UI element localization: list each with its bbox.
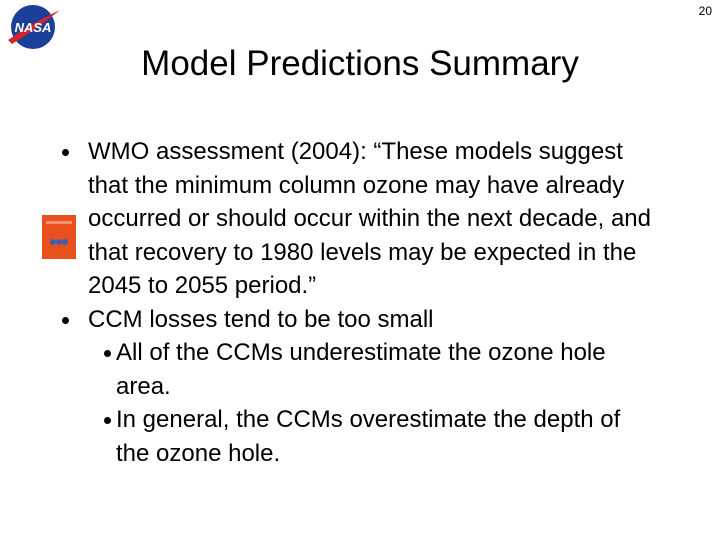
bullet-dot <box>62 316 69 324</box>
page-number: 20 <box>698 4 712 18</box>
bullet-text: WMO assessment (2004): “These models sug… <box>88 138 652 299</box>
bullet-item: CCM losses tend to be too small <box>62 303 660 337</box>
bullet-item: WMO assessment (2004): “These models sug… <box>62 135 660 303</box>
bullet-text: In general, the CCMs overestimate the de… <box>116 406 621 467</box>
bullet-dot <box>104 417 111 424</box>
nasa-logo: NASA <box>8 5 60 49</box>
report-figure <box>56 239 62 245</box>
report-figure <box>62 239 68 245</box>
bullet-dot <box>104 350 111 357</box>
bullet-text: CCM losses tend to be too small <box>88 305 434 333</box>
bullet-list: WMO assessment (2004): “These models sug… <box>0 135 720 470</box>
bullet-text: All of the CCMs underestimate the ozone … <box>116 339 606 400</box>
bullet-dot <box>62 149 69 156</box>
bullet-item: In general, the CCMs overestimate the de… <box>104 403 636 470</box>
report-thumbnail <box>42 215 76 259</box>
report-title-bar <box>46 221 72 224</box>
logo-text: NASA <box>15 20 52 35</box>
report-figure <box>50 239 56 245</box>
slide-title: Model Predictions Summary <box>141 44 579 83</box>
bullet-item: All of the CCMs underestimate the ozone … <box>104 336 636 403</box>
logo-swoosh <box>8 10 60 44</box>
